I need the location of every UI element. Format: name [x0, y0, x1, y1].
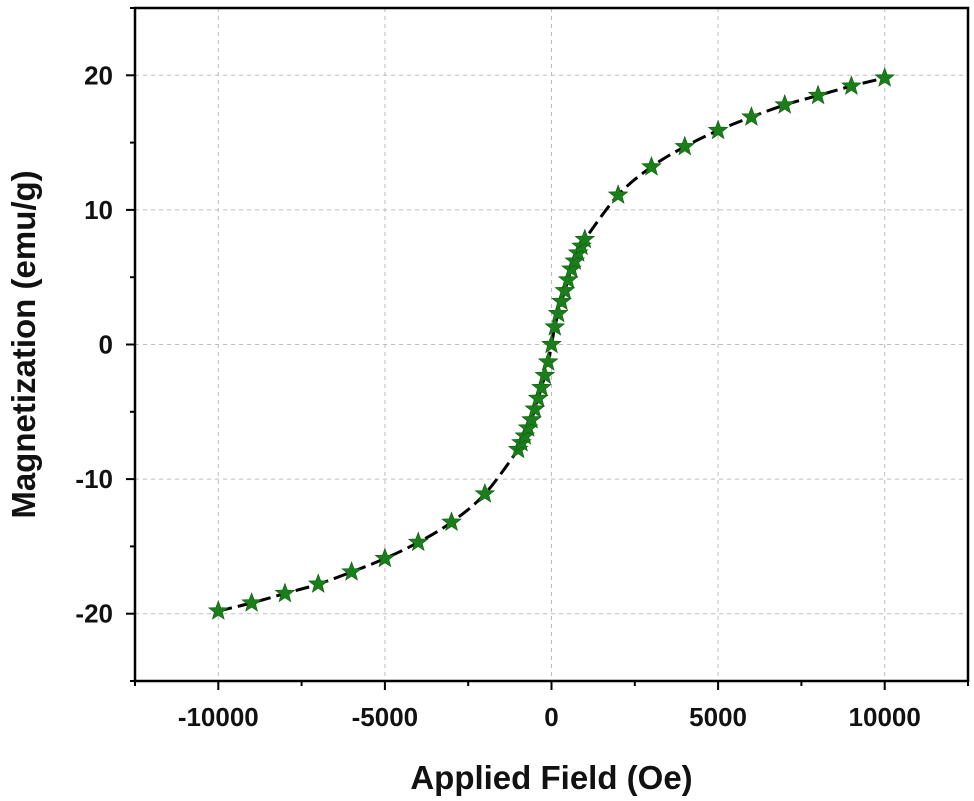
data-point-star	[554, 279, 576, 300]
data-point-star	[521, 409, 542, 429]
y-tick-label: 20	[84, 60, 113, 90]
data-point-star	[607, 184, 629, 204]
tick-marks	[126, 7, 969, 690]
data-point-star	[531, 376, 552, 397]
y-tick-label: -20	[75, 599, 113, 629]
data-point-star	[874, 67, 896, 87]
x-tick-labels: -10000 -5000 0 5000 10000	[178, 702, 921, 732]
x-tick-label: 10000	[849, 702, 921, 732]
data-point-star	[774, 94, 796, 114]
data-point-star	[741, 106, 762, 126]
data-point-star	[547, 302, 569, 323]
y-tick-label: 10	[84, 195, 113, 225]
data-point-star	[441, 511, 462, 531]
y-tick-label: -10	[75, 464, 113, 494]
data-point-star	[707, 119, 729, 140]
x-tick-label: 0	[544, 702, 558, 732]
data-point-star	[527, 387, 549, 408]
data-point-star	[307, 573, 329, 593]
data-point-star	[841, 75, 862, 95]
data-point-star	[207, 600, 229, 620]
data-markers	[207, 67, 896, 620]
data-point-star	[551, 290, 572, 311]
data-point-star	[274, 582, 296, 603]
y-tick-labels: -20 -10 0 10 20	[75, 60, 113, 628]
data-point-star	[534, 364, 556, 385]
x-tick-label: -5000	[352, 702, 419, 732]
y-axis-title: Magnetization (emu/g)	[5, 170, 42, 518]
data-point-star	[674, 135, 696, 156]
data-point-star	[341, 561, 362, 581]
data-point-star	[374, 547, 396, 568]
data-point-star	[541, 333, 562, 354]
data-point-star	[557, 269, 579, 289]
data-point-star	[407, 531, 429, 552]
data-point-star	[524, 398, 546, 418]
data-point-star	[537, 351, 559, 371]
x-axis-title: Applied Field (Oe)	[410, 759, 692, 796]
data-point-star	[574, 228, 596, 249]
y-tick-label: 0	[99, 330, 113, 360]
data-point-star	[241, 592, 262, 612]
x-tick-label: -10000	[178, 702, 259, 732]
data-point-star	[474, 483, 496, 503]
data-point-star	[544, 316, 566, 336]
data-point-star	[641, 155, 662, 176]
x-tick-label: 5000	[689, 702, 747, 732]
data-point-star	[807, 84, 829, 105]
